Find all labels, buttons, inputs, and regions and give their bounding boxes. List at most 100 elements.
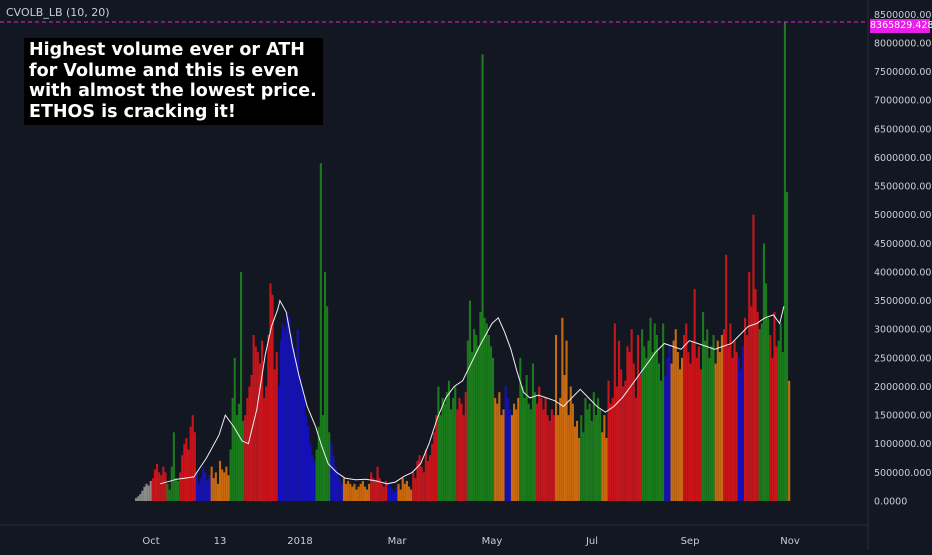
volume-bar — [744, 317, 747, 501]
volume-bar — [676, 352, 679, 501]
volume-bar — [135, 498, 138, 501]
volume-bar — [439, 415, 442, 501]
volume-bar — [741, 346, 744, 501]
volume-bar — [162, 466, 165, 501]
volume-bar — [655, 334, 658, 501]
annotation-line: with almost the lowest price. — [29, 81, 317, 101]
volume-bar — [752, 214, 755, 501]
volume-bar — [632, 363, 635, 501]
volume-bar — [750, 306, 753, 501]
volume-bar — [597, 397, 600, 501]
volume-bar — [664, 375, 667, 501]
volume-bar — [643, 346, 646, 501]
volume-bar — [366, 489, 369, 501]
volume-bar — [206, 480, 209, 501]
volume-bar — [345, 483, 348, 501]
volume-bar — [216, 483, 219, 501]
volume-bar — [237, 403, 240, 501]
volume-bar — [384, 480, 387, 501]
volume-bar — [324, 271, 327, 501]
volume-bar — [571, 403, 574, 501]
volume-bar — [666, 357, 669, 501]
volume-bar — [185, 438, 188, 501]
volume-bar — [513, 403, 516, 501]
y-tick-label: 500000.0000 — [874, 468, 932, 479]
volume-bar — [521, 386, 524, 501]
volume-bar — [538, 386, 541, 501]
volume-bar — [359, 483, 362, 501]
volume-bar — [649, 317, 652, 501]
volume-bar — [563, 375, 566, 501]
volume-bar — [613, 323, 616, 501]
volume-bar — [250, 375, 253, 501]
volume-bar — [210, 466, 213, 501]
volume-bars — [135, 21, 791, 502]
volume-bar — [300, 386, 303, 501]
volume-bar — [697, 346, 700, 501]
volume-bar — [494, 397, 497, 501]
volume-bar — [601, 432, 604, 501]
volume-bar — [193, 432, 196, 501]
volume-bar — [279, 340, 282, 501]
volume-bar — [515, 409, 518, 501]
volume-bar — [267, 334, 270, 501]
volume-bar — [275, 352, 278, 501]
volume-bar — [641, 329, 644, 501]
volume-bar — [689, 363, 692, 501]
volume-bar — [731, 357, 734, 501]
volume-bar — [246, 397, 249, 501]
volume-bar — [460, 403, 463, 501]
volume-bar — [618, 340, 621, 501]
volume-bar — [523, 397, 526, 501]
volume-bar — [248, 386, 251, 501]
volume-bar — [492, 357, 495, 501]
volume-bar — [519, 357, 522, 501]
volume-bar — [557, 415, 560, 501]
volume-bar — [464, 392, 467, 501]
volume-bar — [412, 472, 415, 501]
volume-bar — [158, 472, 161, 501]
volume-bar — [378, 478, 381, 501]
volume-bar — [221, 469, 224, 501]
volume-bar — [372, 478, 375, 501]
volume-bar — [477, 346, 480, 501]
volume-bar — [485, 323, 488, 501]
y-tick-label: 4500000.0000 — [874, 239, 932, 250]
volume-bar — [754, 289, 757, 501]
volume-bar — [240, 271, 243, 501]
volume-bar — [282, 323, 285, 501]
volume-bar — [481, 54, 484, 502]
volume-bar — [672, 340, 675, 501]
volume-bar — [355, 489, 358, 501]
volume-bar — [699, 369, 702, 501]
x-tick-label: 2018 — [287, 536, 312, 547]
volume-bar — [137, 496, 140, 501]
volume-bar — [607, 380, 610, 501]
volume-bar — [156, 463, 159, 501]
volume-bar — [292, 346, 295, 501]
annotation-text-box[interactable]: Highest volume ever or ATH for Volume an… — [24, 38, 323, 125]
volume-bar — [429, 455, 432, 501]
volume-bar — [771, 357, 774, 501]
volume-bar — [691, 340, 694, 501]
volume-bar — [588, 403, 591, 501]
indicator-title[interactable]: CVOLB_LB (10, 20) — [6, 6, 110, 19]
volume-bar — [767, 317, 770, 501]
volume-bar — [634, 397, 637, 501]
y-tick-label: 5500000.0000 — [874, 182, 932, 193]
volume-bar — [561, 317, 564, 501]
volume-bar — [687, 352, 690, 501]
volume-bar — [639, 375, 642, 501]
volume-bar — [786, 191, 789, 502]
volume-bar — [458, 397, 461, 501]
volume-bar — [569, 386, 572, 501]
volume-bar — [498, 392, 501, 501]
volume-bar — [191, 415, 194, 501]
volume-bar — [506, 397, 509, 501]
y-tick-label: 7000000.0000 — [874, 96, 932, 107]
volume-bar — [573, 426, 576, 501]
volume-bar — [342, 478, 345, 501]
